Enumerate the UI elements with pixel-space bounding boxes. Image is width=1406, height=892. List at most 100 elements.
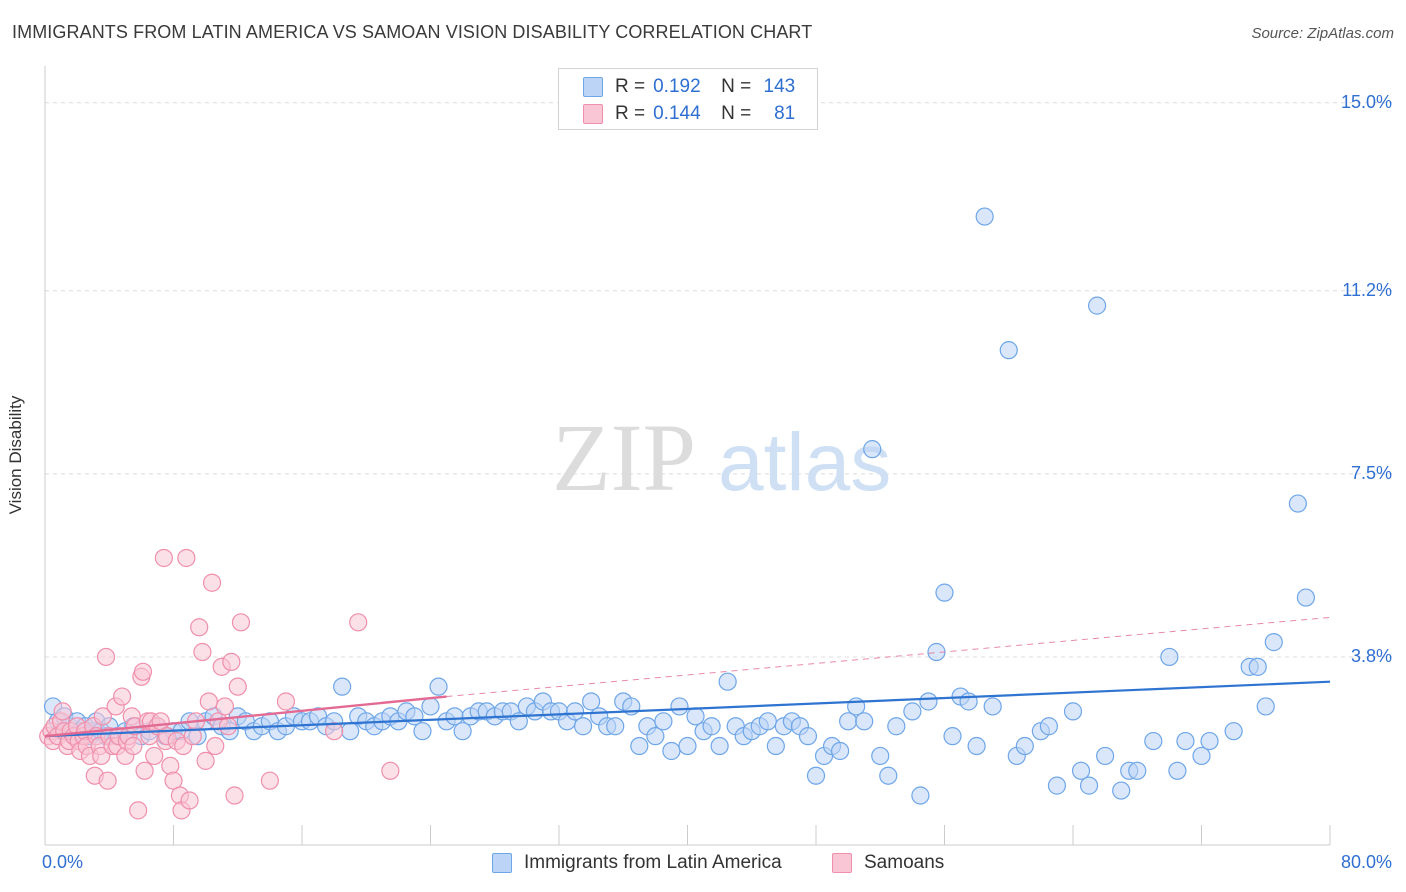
data-point <box>228 677 247 696</box>
data-point <box>678 736 697 756</box>
grid-lines <box>45 102 1392 658</box>
data-point <box>1039 717 1059 736</box>
legend-n-value: 81 <box>774 103 796 124</box>
data-point <box>177 548 196 568</box>
legend-row-immigrants: R = 0.192 N = 143 <box>583 75 795 99</box>
data-point <box>959 692 978 711</box>
data-point <box>196 751 215 770</box>
data-point <box>798 727 818 746</box>
trend-lines <box>44 616 1331 738</box>
legend-r-value: 0.144 <box>653 103 701 124</box>
data-point <box>96 647 116 667</box>
data-point <box>145 746 164 766</box>
data-point <box>202 573 222 592</box>
data-point <box>879 766 898 785</box>
data-point <box>887 717 906 736</box>
legend-n-label: N = <box>721 103 752 124</box>
data-point <box>129 801 148 820</box>
data-point <box>1128 761 1147 780</box>
data-point <box>231 613 251 632</box>
y-tick-label: 3.8% <box>1350 645 1392 666</box>
data-point <box>1144 731 1163 751</box>
data-point <box>670 697 689 716</box>
data-point <box>429 677 448 696</box>
data-point <box>646 727 665 746</box>
data-point <box>333 677 352 696</box>
legend-label-immigrants: Immigrants from Latin America <box>524 852 782 873</box>
data-point <box>975 207 994 226</box>
data-point <box>565 702 585 721</box>
data-point <box>1288 494 1307 513</box>
data-point <box>573 717 593 736</box>
data-point <box>1176 731 1195 751</box>
data-point <box>206 736 225 756</box>
legend-item-immigrants[interactable]: Immigrants from Latin America <box>492 852 782 874</box>
data-point <box>325 722 344 741</box>
data-point <box>983 697 1002 716</box>
data-point <box>1168 761 1187 780</box>
legend-row-samoans: R = 0.144 N = 81 <box>583 102 795 126</box>
data-point <box>686 707 705 726</box>
legend-r-label: R = <box>615 103 646 124</box>
series-samoans-points <box>39 548 400 820</box>
data-point <box>93 707 112 726</box>
data-point <box>967 736 986 756</box>
data-point <box>349 613 368 632</box>
data-point <box>161 756 180 775</box>
data-point <box>1256 697 1275 716</box>
data-point <box>222 652 241 672</box>
data-point <box>1248 657 1267 676</box>
data-point <box>903 702 922 721</box>
x-tick-label-min: 0.0% <box>42 852 84 872</box>
legend-n-value: 143 <box>763 76 796 97</box>
data-point <box>1015 736 1034 756</box>
data-point <box>1047 776 1067 795</box>
data-point <box>193 642 212 662</box>
data-point <box>1200 731 1219 751</box>
chart-title: IMMIGRANTS FROM LATIN AMERICA VS SAMOAN … <box>12 22 813 42</box>
data-point <box>654 712 673 731</box>
data-point <box>839 712 858 731</box>
data-point <box>1071 761 1091 780</box>
data-point <box>445 707 464 726</box>
data-point <box>341 722 360 741</box>
data-point <box>1160 647 1179 667</box>
data-point <box>1112 781 1131 800</box>
data-point <box>999 341 1018 360</box>
legend-swatch-immigrants <box>583 77 603 97</box>
legend-item-samoans[interactable]: Samoans <box>832 852 944 874</box>
legend-swatch-samoans <box>832 853 852 873</box>
data-point <box>219 717 238 736</box>
data-point <box>718 672 737 691</box>
trend-line <box>44 680 1331 738</box>
data-point <box>413 722 432 741</box>
data-point <box>582 692 601 711</box>
axes <box>44 66 1331 846</box>
data-point <box>758 712 777 731</box>
data-point <box>133 662 153 681</box>
data-point <box>405 707 424 726</box>
data-point <box>662 741 681 761</box>
data-point <box>630 736 649 756</box>
data-point <box>112 687 132 706</box>
data-point <box>935 583 954 602</box>
data-point <box>710 736 729 756</box>
data-point <box>943 727 962 746</box>
data-point <box>453 722 472 741</box>
data-point <box>911 786 930 805</box>
data-point <box>199 692 218 711</box>
legend-swatch-samoans <box>583 104 603 124</box>
data-point <box>421 697 440 716</box>
data-point <box>606 717 625 736</box>
watermark-atlas: atlas <box>718 417 891 508</box>
data-point <box>215 697 234 716</box>
data-point <box>180 791 199 810</box>
data-point <box>98 771 117 790</box>
data-point <box>766 736 785 756</box>
data-point <box>1192 746 1211 766</box>
data-point <box>1096 746 1115 766</box>
legend-label-samoans: Samoans <box>864 852 945 873</box>
data-point <box>53 702 72 721</box>
legend-r-label: R = <box>615 76 646 97</box>
data-point <box>276 692 296 711</box>
